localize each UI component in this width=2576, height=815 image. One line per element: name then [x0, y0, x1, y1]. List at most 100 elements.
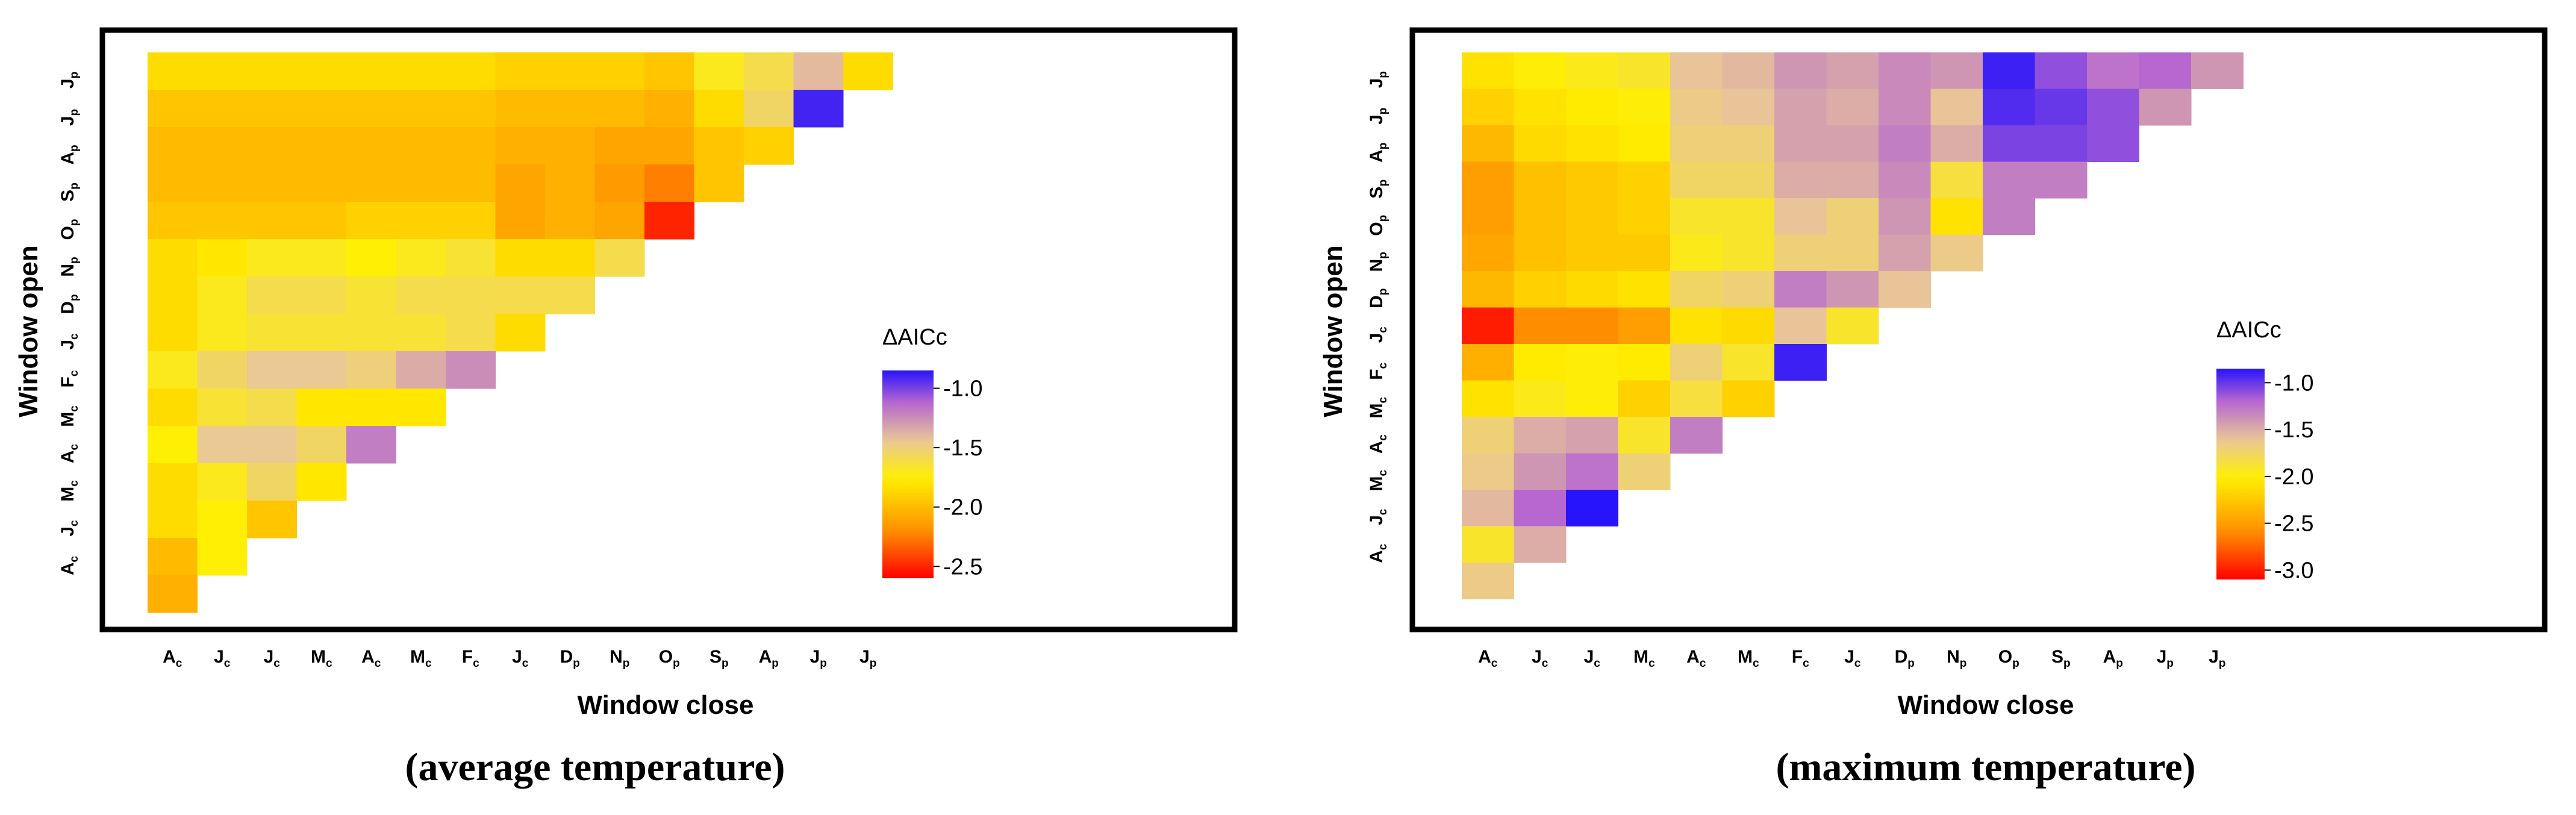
heatmap-cell: [1618, 271, 1671, 308]
heatmap-cell: [1879, 161, 1932, 199]
heatmap-cell: [793, 52, 844, 90]
heatmap-cell: [1514, 89, 1567, 126]
y-axis-title-maximum: Window open: [1318, 245, 1348, 417]
heatmap-cell: [346, 202, 397, 240]
x-tick-labels-maximum: Ac Jc Jc Mc Ac Mc Fc Jc Dp Np Op Sp Ap Jp Jp: [1478, 647, 2225, 670]
heatmap-cell: [1462, 417, 1515, 454]
x-tick-label: Jp: [2157, 647, 2174, 670]
heatmap-cell: [296, 389, 347, 426]
heatmap-cell: [1462, 161, 1515, 199]
y-tick-label: Sp: [1367, 180, 1389, 199]
heatmap-cell: [545, 276, 596, 314]
heatmap-cell: [1462, 52, 1515, 90]
heatmap-cell: [1826, 125, 1879, 163]
heatmap-cell: [744, 90, 794, 128]
heatmap-cell: [1670, 380, 1723, 417]
heatmap-cell: [594, 202, 645, 240]
x-tick-label: Ac: [1686, 647, 1706, 670]
heatmap-cell: [197, 463, 248, 501]
heatmap-cell: [1462, 234, 1515, 272]
x-tick-label: Ac: [1478, 647, 1498, 670]
heatmap-cell: [1722, 307, 1775, 345]
y-tick-label: Op: [1367, 215, 1389, 236]
y-tick-label: Fc: [58, 370, 81, 387]
heatmap-cell: [1930, 198, 1983, 236]
heatmap-cell: [296, 351, 347, 389]
heatmap-cell: [644, 164, 695, 202]
heatmap-cell: [1618, 380, 1671, 417]
x-tick-label: Np: [610, 647, 629, 670]
heatmap-cell: [296, 239, 347, 277]
heatmap-cell: [1930, 234, 1983, 272]
heatmap-cell: [1462, 271, 1515, 308]
heatmap-cell: [296, 90, 347, 128]
heatmap-cell: [148, 239, 198, 277]
heatmap-cell: [396, 351, 446, 389]
heatmap-cell: [545, 127, 596, 165]
y-tick-label: Fc: [1367, 362, 1389, 379]
heatmap-cell: [545, 202, 596, 240]
heatmap-cell: [1566, 125, 1619, 163]
heatmap-cell: [1774, 198, 1827, 236]
heatmap-cell: [1462, 307, 1515, 345]
legend-tick-label: -1.5: [943, 436, 982, 461]
heatmap-cell: [296, 127, 347, 165]
y-tick-label: Mc: [1367, 397, 1389, 419]
legend-colorbar-maximum: [2216, 369, 2265, 579]
x-tick-labels-average: Ac Jc Jc Mc Ac Mc Fc Jc Dp Np Op Sp Ap Jp Jp: [163, 647, 876, 670]
legend-title-maximum: ΔAICc: [2216, 317, 2281, 343]
x-tick-label: Jc: [1532, 647, 1548, 670]
heatmap-cell: [644, 202, 695, 240]
heatmap-cell: [247, 389, 298, 426]
heatmap-cell: [1722, 52, 1775, 90]
heatmap-cell: [1514, 380, 1567, 417]
heatmap-cell: [396, 202, 446, 240]
x-tick-label: Jp: [2209, 647, 2225, 670]
x-tick-label: Dp: [1895, 647, 1915, 670]
x-tick-label: Jp: [810, 647, 827, 670]
heatmap-cell: [396, 164, 446, 202]
heatmap-cell: [446, 202, 496, 240]
y-tick-label: Jc: [58, 333, 81, 350]
heatmap-cell: [1566, 344, 1619, 381]
legend-title-average: ΔAICc: [882, 325, 947, 350]
heatmap-panel-maximum: Ac Jc Jc Mc Ac Mc Fc Jc Dp Np Op Sp Ap Jp Jp Jp Jp Ap Sp O…: [1318, 27, 2548, 789]
heatmap-cell: [495, 90, 546, 128]
heatmap-cell: [197, 164, 248, 202]
heatmap-cell: [197, 52, 248, 90]
heatmap-cell: [1774, 307, 1827, 345]
x-tick-label: Ap: [759, 647, 779, 670]
y-tick-label: Mc: [58, 480, 81, 502]
heatmap-cell: [1514, 198, 1567, 236]
heatmap-cell: [545, 164, 596, 202]
y-tick-label: Np: [1367, 252, 1389, 272]
heatmap-cell: [1618, 125, 1671, 163]
heatmap-cell: [148, 426, 198, 464]
x-tick-label: Np: [1947, 647, 1966, 670]
heatmap-cell: [545, 239, 596, 277]
y-tick-label: Jp: [58, 109, 81, 126]
heatmap-cell: [1826, 234, 1879, 272]
heatmap-cell: [594, 52, 645, 90]
heatmap-cell: [1618, 89, 1671, 126]
heatmap-cell: [2191, 52, 2244, 90]
legend-tick-label: -1.0: [2274, 370, 2313, 396]
heatmap-cell: [1566, 417, 1619, 454]
heatmap-cell: [495, 314, 546, 352]
heatmap-cell: [1774, 344, 1827, 381]
heatmap-cell: [594, 127, 645, 165]
heatmap-cell: [545, 90, 596, 128]
heatmap-cell: [1879, 271, 1932, 308]
x-tick-label: Jc: [1844, 647, 1861, 670]
heatmap-cell: [346, 52, 397, 90]
x-axis-title-maximum: Window close: [1898, 690, 2074, 720]
heatmap-cell: [346, 426, 397, 464]
caption-average: (average temperature): [405, 745, 785, 789]
x-tick-label: Fc: [462, 647, 479, 670]
heatmap-cell: [346, 164, 397, 202]
x-tick-label: Ac: [163, 647, 182, 670]
y-tick-label: Jc: [1367, 326, 1389, 343]
heatmap-cell: [694, 127, 744, 165]
heatmap-cell: [296, 426, 347, 464]
heatmap-cell: [1930, 52, 1983, 90]
